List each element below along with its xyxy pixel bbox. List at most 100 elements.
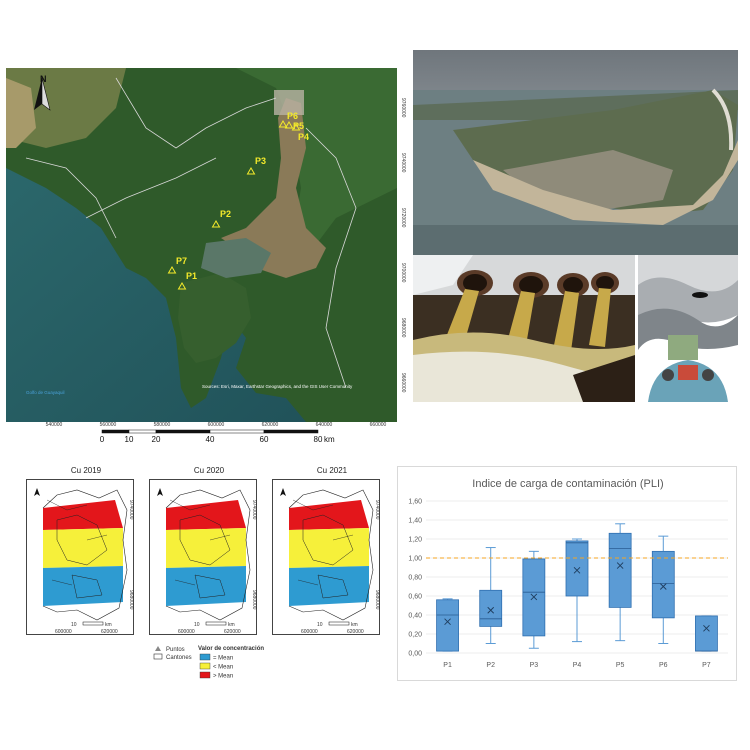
sample-point-label: P3 [255, 156, 266, 166]
box-iqr [565, 540, 589, 597]
north-arrow-icon [157, 488, 163, 496]
north-arrow-icon [34, 488, 40, 496]
box-iqr [479, 589, 503, 627]
y-tick-label: 0,00 [408, 651, 422, 658]
x-tick-label: P7 [702, 662, 711, 669]
mean-marker [659, 583, 667, 590]
box-p1 [436, 598, 459, 652]
cu-zone-mean [289, 566, 369, 606]
cantones-outline [42, 489, 128, 621]
cu-y-coordinate: 9740000 [251, 500, 257, 520]
legend-item-label: < Mean [213, 665, 233, 671]
x-tick-label: P4 [573, 662, 582, 669]
illustration-photo [638, 255, 738, 402]
cu-zone-low [289, 528, 369, 568]
cu-x-coordinate: 620000 [224, 629, 241, 635]
x-coordinate-label: 540000 [46, 422, 63, 428]
legend-item-label: = Mean [213, 656, 233, 662]
sample-point-label: P7 [176, 256, 187, 266]
x-coordinate-label: 580000 [154, 422, 171, 428]
y-tick-label: 0,60 [408, 594, 422, 601]
cantones-box-icon [153, 653, 163, 660]
cu-y-coordinate: 9740000 [128, 500, 134, 520]
sample-point-marker [278, 120, 288, 128]
cu-zone-mean [43, 566, 123, 606]
cu-y-coordinate: 9680000 [374, 590, 380, 610]
x-coordinate-label: 660000 [370, 422, 387, 428]
box-p6 [651, 535, 675, 644]
cu-zone-mean [166, 566, 246, 606]
box-iqr [436, 599, 459, 652]
points-triangle-icon [155, 646, 161, 651]
cu-x-coordinate: 600000 [178, 629, 195, 635]
scale-label: 20 [152, 435, 161, 444]
scale-label: 40 [206, 435, 215, 444]
cu-x-coordinate: 600000 [55, 629, 72, 635]
satellite-map: P1 P2 P3 P4 P5 P6 P7 N Golfo de Guayaquil Sour… [6, 68, 397, 422]
mean-marker [573, 567, 581, 574]
y-tick-label: 0,40 [408, 613, 422, 620]
sewage-pipes-photo [413, 255, 635, 402]
y-coordinate-label: 9740000 [400, 153, 406, 173]
north-arrow-icon [34, 77, 51, 111]
y-tick-label: 1,20 [408, 537, 422, 544]
cu-zone-low [43, 528, 123, 568]
cu-map-title: Cu 2019 [70, 466, 102, 475]
box-p2 [479, 547, 503, 644]
box-p4 [565, 538, 589, 643]
concentration-legend: Puntos Cantones Valor de concentración =… [153, 646, 264, 680]
cu-map-title: Cu 2021 [316, 466, 348, 475]
y-tick-label: 0,20 [408, 632, 422, 639]
cu-zone-low [166, 528, 246, 568]
mean-marker [530, 593, 538, 601]
cu-scale-bar [328, 621, 350, 626]
sample-point-marker [284, 121, 294, 129]
sample-point-label: P2 [220, 209, 231, 219]
cu-zone-high [166, 500, 246, 530]
cantones-outline [292, 499, 354, 586]
scale-segment [209, 429, 265, 434]
cantones-outline [288, 489, 374, 621]
box-iqr [695, 615, 718, 652]
y-tick-label: 0,80 [408, 575, 422, 582]
y-tick-label: 1,40 [408, 518, 422, 525]
sample-point-label: P4 [298, 132, 309, 142]
scale-bar: 0 10 20 40 60 80 km [100, 429, 335, 444]
scale-unit: km [324, 435, 335, 444]
scale-segment [155, 429, 211, 434]
north-arrow-icon [280, 488, 286, 496]
pli-chart-svg: Indice de carga de contaminación (PLI) 0… [408, 478, 728, 669]
box-p5 [608, 523, 632, 642]
legend-title: Valor de concentración [198, 646, 264, 652]
cu-x-coordinate: 620000 [347, 629, 364, 635]
cu-scale-unit: km [228, 622, 235, 628]
mean-marker [703, 624, 710, 632]
mean-marker [444, 618, 451, 625]
cu-scale-bar [82, 621, 104, 626]
scale-label: 10 [125, 435, 134, 444]
y-tick-label: 1,60 [408, 499, 422, 506]
y-coordinate-label: 9760000 [400, 98, 406, 118]
cantones-outline [46, 499, 108, 586]
legend-swatch [199, 662, 211, 670]
legend-item-label: > Mean [213, 674, 233, 680]
sample-point-label: P5 [293, 121, 304, 131]
cu-scale-bar [205, 621, 227, 626]
y-tick-label: 1,00 [408, 556, 422, 563]
main-map-ticks: 540000 560000 580000 600000 620000 640000 6600… [46, 98, 406, 428]
x-tick-label: P2 [486, 662, 495, 669]
estuary-photo [413, 50, 738, 255]
cantones-outline [302, 514, 354, 599]
sample-point-label: P1 [186, 271, 197, 281]
cantones-outline [179, 514, 231, 599]
legend-swatch [199, 671, 211, 679]
sample-point-marker [291, 123, 301, 131]
scale-segment [263, 429, 319, 434]
mean-marker [487, 606, 495, 614]
box-p7 [695, 615, 718, 652]
cu-scale-label: 10 [71, 622, 77, 628]
attribution-text: Sources: Esri, Maxar, Earthstar Geograph… [202, 384, 353, 389]
north-label: N [40, 74, 47, 84]
